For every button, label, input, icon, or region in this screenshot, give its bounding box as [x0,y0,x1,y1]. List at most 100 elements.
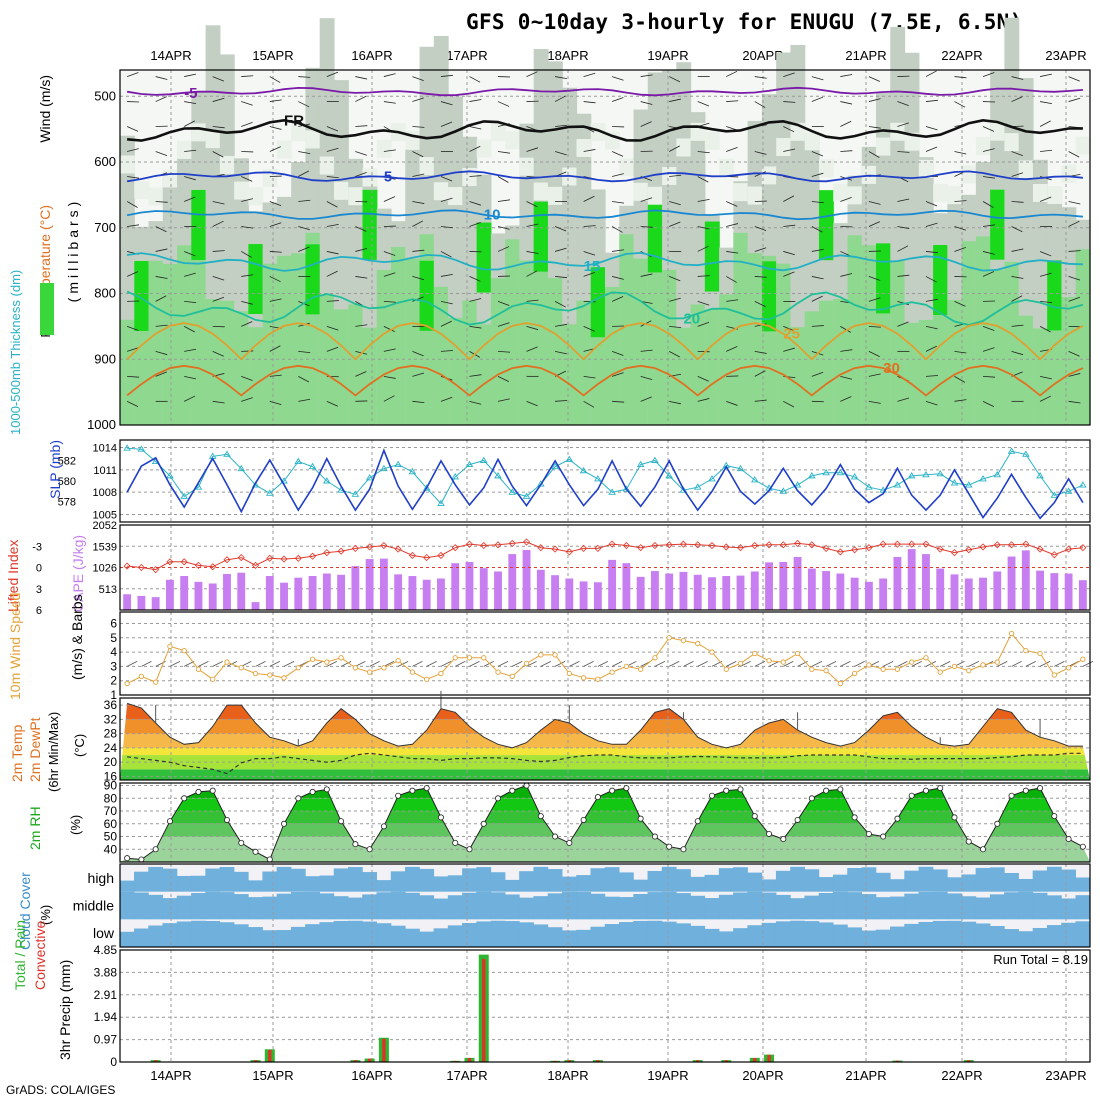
surface-wind-barb [897,661,908,667]
wind-barb [440,301,453,305]
wind-barb [383,326,395,333]
contour-FR [126,118,1083,142]
surface-wind-barb [469,661,480,667]
cape-bar [337,574,346,610]
wind-barb [1068,201,1081,205]
contour-label: FR [284,112,304,129]
cloud-bar-low [690,925,706,947]
cape-tick: 1539 [93,541,117,553]
wind-barb [355,276,368,279]
cape-bar [551,575,559,610]
wind-barb [982,347,995,352]
cape-bar [950,574,959,610]
cloud-bar-middle [989,894,1005,920]
thickness-point [665,472,673,479]
wind-barb [269,345,281,352]
wind-speed-point [523,660,530,667]
cloud-bar-high [704,874,720,892]
rh-column-green [248,327,264,425]
rh-column-light [448,187,463,206]
rh-column-light [376,139,392,158]
wind-barb [298,199,311,202]
contour-label: 20 [683,310,700,327]
rh-point [309,788,316,795]
temp-bands [120,703,1090,780]
wind-barb [241,226,254,229]
rh-tick: 80 [104,791,118,805]
wind-barb [811,295,823,302]
li-point [266,554,274,562]
cloud-bar-high [476,867,492,892]
wind-barb [184,301,197,304]
rh2m-axis-label: 2m RH [27,806,43,850]
rh-point [823,787,830,794]
precip-conv-bar [367,1058,372,1062]
cloud-bar-middle [918,891,934,920]
rh-column-green [590,317,606,425]
rh-column-light [148,187,164,206]
li-point [508,539,516,547]
cloud-bar-middle [875,897,891,920]
cloud-bar-low [419,931,435,947]
wind-speed-point [338,655,344,661]
cape-bar [622,563,631,610]
thickness-axis-label: 1000-500mb Thickness (dm) [8,270,23,435]
cloud-bar-high [305,876,320,892]
wind-barb [1011,226,1023,233]
cloud-bar-high [832,874,848,892]
cloud-bar-low [476,921,492,947]
cloud-bar-low [790,920,805,947]
cape-bar [608,559,617,610]
temp-tick: 20 [104,755,118,769]
cloud-bar-high [347,867,363,892]
cloud-bar-high [462,868,477,892]
rh-column-green [433,286,449,425]
cloud-bar-high [890,879,905,892]
surface-wind-barb [312,661,323,667]
surface-wind-barb [911,661,922,667]
cloud-bar-low [989,926,1005,947]
rh-column-green [134,322,150,425]
cloud-bar-high [233,871,249,892]
precip-conv-bar [382,1038,386,1062]
day-label-bottom: 22APR [941,1068,982,1083]
rh-column-green [219,300,235,425]
surface-wind-barb [497,661,509,667]
cloud-bar-high [590,868,606,892]
rh-point [466,846,473,853]
rh-column-green [605,286,620,425]
cloud-bar-high [205,868,221,892]
wind-speed-point [466,655,473,661]
wind-speed-point [894,666,901,672]
wind-barb [469,175,482,177]
li-point [194,561,203,569]
cape-bar [765,562,773,610]
cape-bar [979,577,987,610]
wind-barb [326,176,339,179]
rh-point [323,786,330,793]
wind-barb [669,201,681,206]
rh-column-light [676,138,692,157]
cape-bar [536,569,545,610]
rh-column-green [519,260,535,425]
wind-barb [754,350,767,354]
rh-point [580,816,587,823]
cape-bar [237,572,246,610]
wind-barb [412,372,425,377]
surface-wind-barb [669,661,680,667]
precip-total-label: Total / Rain [12,920,28,990]
wind-barb [184,375,197,380]
wind-barb [326,223,339,227]
cloud-bar-middle [932,891,948,920]
wind-barb [954,101,966,108]
rh-column-green [405,258,421,425]
cloud-bar-high [875,872,891,892]
rh-column-light [162,169,178,188]
cape-bar [479,568,488,610]
pressure-tick: 800 [94,286,116,301]
thickness-point [123,444,131,451]
cloud-bar-middle [119,891,135,920]
wind-barb [1039,395,1052,402]
wind-barb [469,298,482,302]
cape-bar [736,575,745,610]
